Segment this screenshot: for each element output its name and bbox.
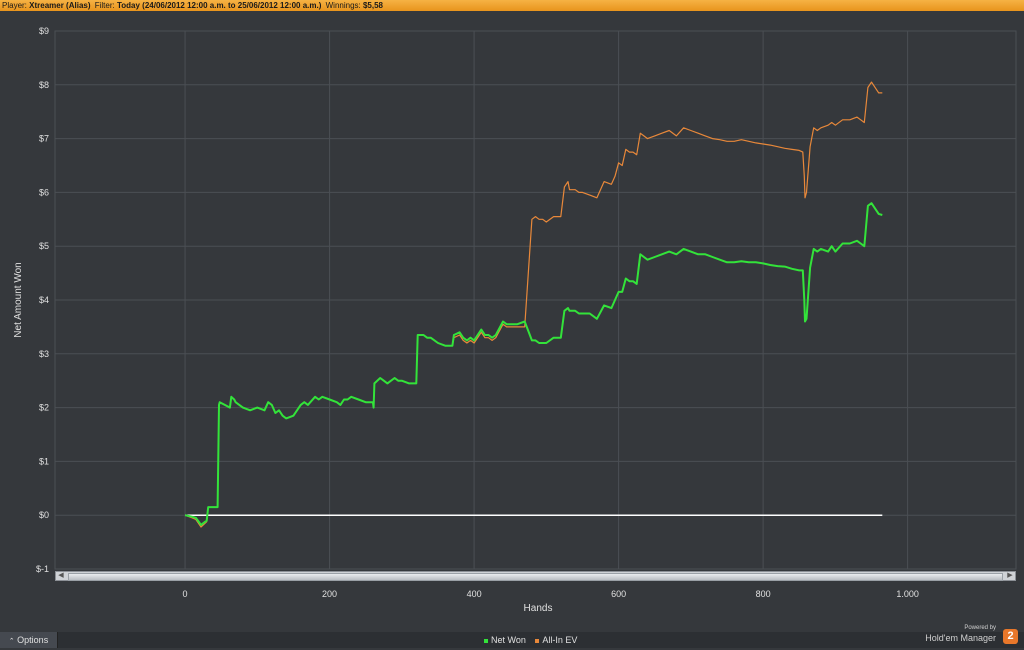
y-tick-label: $6: [39, 187, 49, 197]
x-tick-label: 1.000: [896, 589, 919, 599]
scroll-left-icon[interactable]: ◀: [58, 572, 64, 579]
chevron-up-icon: ⌃: [8, 638, 15, 645]
x-tick-label: 800: [756, 589, 771, 599]
y-tick-label: $-1: [36, 564, 49, 574]
scroll-thumb[interactable]: [68, 573, 1003, 581]
winnings-value: $5,58: [362, 1, 384, 10]
series: [184, 81, 883, 528]
options-button[interactable]: ⌃ Options: [0, 632, 58, 648]
axes: $-1 $0 $1 $2 $3 $4 $5 $6 $7 $8 $9 0 200 400 600 800 1.00…: [36, 26, 919, 599]
player-value: Xtreamer (Alias): [29, 1, 91, 10]
footer-bar: [0, 632, 1024, 648]
series-all-in-ev: [184, 81, 883, 528]
filter-label: Filter:: [94, 1, 115, 10]
winnings-label: Winnings:: [325, 1, 361, 10]
x-tick-label: 400: [467, 589, 482, 599]
y-tick-label: $7: [39, 134, 49, 144]
filter-value: Today (24/06/2012 12:00 a.m. to 25/06/20…: [116, 1, 322, 10]
scroll-right-icon[interactable]: ▶: [1007, 572, 1013, 579]
brand-name: Hold'em Manager: [925, 633, 996, 643]
legend-label-all-in-ev: All-In EV: [542, 635, 578, 645]
y-tick-label: $2: [39, 403, 49, 413]
y-axis-label: Net Amount Won: [13, 262, 24, 337]
y-tick-label: $1: [39, 456, 49, 466]
brand-block: Powered by Hold'em Manager 2: [925, 625, 1018, 644]
grid: [54, 30, 1017, 570]
series-net-won: [184, 202, 883, 526]
x-tick-label: 600: [611, 589, 626, 599]
chart-horizontal-scrollbar[interactable]: ◀ ▶: [55, 571, 1016, 581]
brand-logo-icon: 2: [1003, 629, 1018, 644]
x-tick-label: 200: [322, 589, 337, 599]
legend-swatch-net-won: [484, 638, 488, 643]
x-axis-label: Hands: [524, 603, 553, 614]
y-tick-label: $9: [39, 26, 49, 36]
legend-item-all-in-ev[interactable]: All-In EV: [535, 635, 577, 645]
x-tick-label: 0: [183, 589, 188, 599]
y-tick-label: $4: [39, 295, 49, 305]
chart-legend: Net Won All-In EV: [484, 634, 584, 646]
filter-info-bar: Player: Xtreamer (Alias) Filter: Today (…: [0, 0, 1024, 11]
y-tick-label: $0: [39, 510, 49, 520]
options-label: Options: [17, 635, 49, 645]
y-tick-label: $8: [39, 80, 49, 90]
legend-label-net-won: Net Won: [491, 635, 526, 645]
legend-swatch-all-in-ev: [535, 638, 540, 643]
y-tick-label: $3: [39, 349, 49, 359]
player-label: Player:: [2, 1, 27, 10]
legend-item-net-won[interactable]: Net Won: [484, 635, 528, 645]
y-tick-label: $5: [39, 241, 49, 251]
line-chart: $-1 $0 $1 $2 $3 $4 $5 $6 $7 $8 $9 0 200 400 600 800 1.00…: [13, 26, 1017, 614]
powered-by-text: Powered by: [964, 625, 996, 631]
